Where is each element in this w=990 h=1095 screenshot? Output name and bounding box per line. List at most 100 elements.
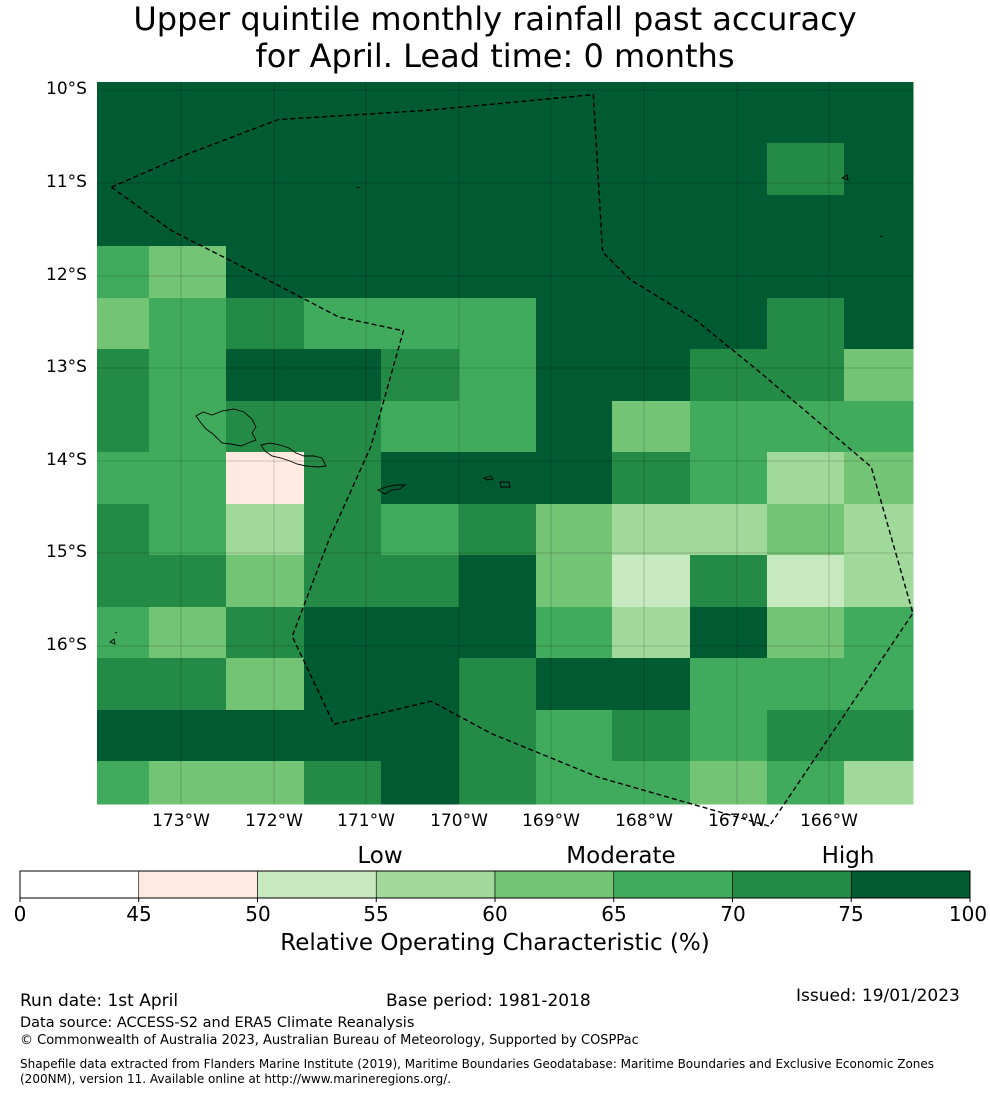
grid-cell (767, 504, 845, 556)
grid-cell (536, 246, 613, 299)
grid-cell (844, 504, 914, 556)
grid-cell (226, 761, 305, 805)
small-islet-outline (355, 186, 361, 189)
lat-label-14s: 14°S (46, 450, 87, 470)
coastlines (109, 174, 884, 645)
grid-cell (536, 607, 613, 659)
grid-cell (767, 555, 845, 608)
grid-cell (844, 761, 914, 805)
grid-cell (459, 143, 537, 196)
copyright: © Commonwealth of Australia 2023, Austra… (20, 1033, 639, 1048)
small-islet-outline (879, 235, 884, 238)
grid-cell (459, 761, 537, 805)
grid-cell (612, 452, 691, 505)
colorbar-swatch (494, 870, 615, 899)
grid-cell (844, 607, 914, 659)
grid-cell (97, 555, 150, 608)
grid-cell (381, 143, 460, 196)
grid-cell (381, 761, 460, 805)
grid-cell (844, 143, 914, 196)
chart-title-line2: for April. Lead time: 0 months (255, 37, 735, 75)
colorbar-tick-100: 100 (948, 902, 988, 926)
grid-cell (536, 401, 613, 453)
grid-cell (97, 298, 150, 350)
grid-cell (459, 401, 537, 453)
grid-cell (381, 401, 460, 453)
grid-cell (459, 195, 537, 247)
upolu-island-outline (260, 442, 327, 468)
grid-cell (304, 143, 382, 196)
grid-cell (226, 246, 305, 299)
lon-label-171w: 171°W (337, 811, 395, 831)
grid-cell (304, 504, 382, 556)
grid-cell (304, 555, 382, 608)
grid-cell (690, 555, 768, 608)
issued-date: Issued: 19/01/2023 (796, 986, 960, 1006)
grid-cell (690, 401, 768, 453)
grid-cell (690, 504, 768, 556)
grid-cell (304, 710, 382, 762)
lon-label-168w: 168°W (615, 811, 673, 831)
colorbar-swatch (257, 870, 377, 899)
grid-cell (690, 349, 768, 402)
lat-label-12s: 12°S (46, 265, 87, 285)
shapefile-credit-line1: Shapefile data extracted from Flanders M… (20, 1057, 935, 1071)
grid-cell (97, 658, 150, 711)
grid-cell (226, 607, 305, 659)
grid-cell (612, 349, 691, 402)
grid-cell (149, 401, 227, 453)
grid-cell (536, 761, 613, 805)
grid-cell (97, 143, 150, 196)
swains-island-outline (840, 174, 849, 181)
grid-cell (149, 298, 227, 350)
grid-cell (612, 82, 691, 144)
grid-cell (612, 761, 691, 805)
grid-cell (304, 246, 382, 299)
grid-cell (226, 82, 305, 144)
lon-label-173w: 173°W (152, 811, 210, 831)
colorbar-tick-65: 65 (601, 902, 627, 926)
lon-label-166w: 166°W (800, 811, 858, 831)
grid-cell (304, 658, 382, 711)
grid-cell (304, 195, 382, 247)
grid-cell (536, 349, 613, 402)
grid-cell (767, 195, 845, 247)
rose-atoll-outline (109, 638, 116, 645)
grid-cell (459, 349, 537, 402)
grid-cell (149, 349, 227, 402)
lon-label-169w: 169°W (522, 811, 580, 831)
colorbar-swatch (732, 870, 852, 899)
grid-cell (381, 349, 460, 402)
lat-label-13s: 13°S (46, 357, 87, 377)
grid-cell (612, 710, 691, 762)
grid-cell (149, 246, 227, 299)
colorbar-tick-0: 0 (13, 902, 27, 926)
colorbar-swatch (138, 870, 258, 899)
grid-cell (149, 195, 227, 247)
grid-cell (612, 607, 691, 659)
grid-cell (149, 504, 227, 556)
grid-cell (690, 246, 768, 299)
grid-cell (536, 298, 613, 350)
grid-cell (226, 349, 305, 402)
grid-cell (97, 401, 150, 453)
grid-cell (844, 710, 914, 762)
grid-cell (149, 82, 227, 144)
grid-cell (226, 401, 305, 453)
grid-cell (149, 658, 227, 711)
grid-cell (381, 658, 460, 711)
grid-cell (612, 298, 691, 350)
grid-cell (226, 195, 305, 247)
grid-cell (690, 607, 768, 659)
grid-cell (149, 710, 227, 762)
colorbar-tick-55: 55 (363, 902, 389, 926)
grid-cell (149, 143, 227, 196)
lat-label-10s: 10°S (46, 79, 87, 99)
grid-cell (767, 349, 845, 402)
grid-cell (767, 658, 845, 711)
colorbar-tick-60: 60 (482, 902, 508, 926)
category-high: High (821, 843, 875, 869)
grid-cell (536, 452, 613, 505)
grid-cell (612, 504, 691, 556)
grid-cell (97, 349, 150, 402)
